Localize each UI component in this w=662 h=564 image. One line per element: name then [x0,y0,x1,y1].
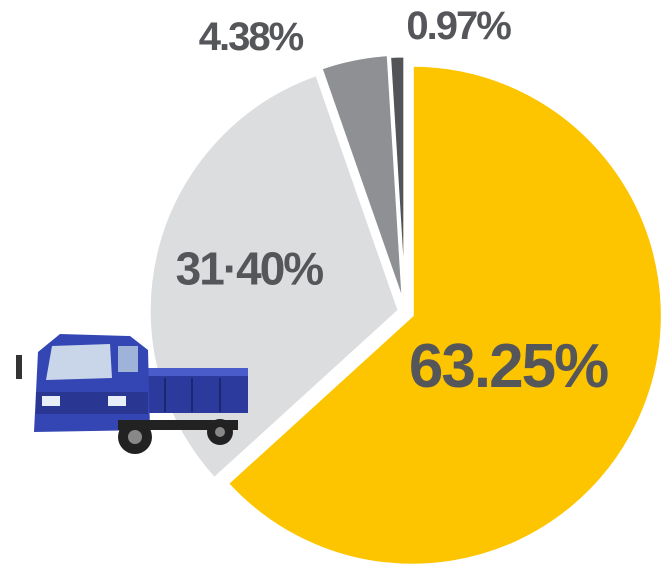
pie [147,53,662,564]
value-label: 31·40% [176,243,324,295]
value-label: 4.38% [199,15,304,59]
truck-icon [16,334,248,454]
labels: 63.25% 31·40% 4.38% 0.97% [176,4,610,401]
value-label: 0.97% [406,4,511,48]
value-label: 63.25% [409,332,608,401]
pie-slice [388,54,407,307]
pie-slice [319,53,405,305]
pie-slice [225,63,662,564]
